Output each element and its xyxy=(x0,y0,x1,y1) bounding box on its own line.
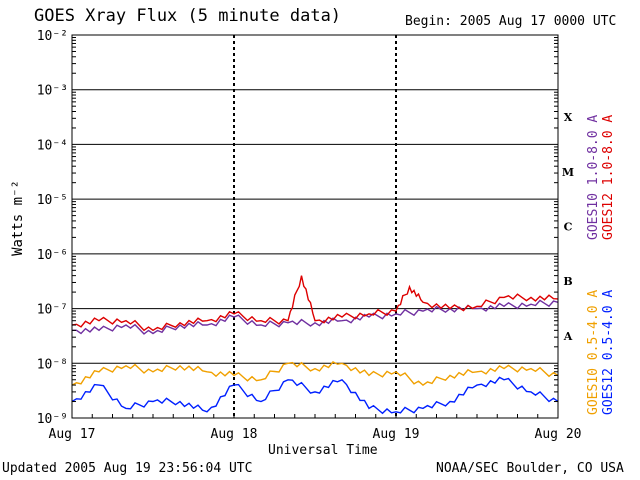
series-line-goes12-0-5-4-0-a xyxy=(71,376,559,415)
x-tick-label: Aug 20 xyxy=(535,427,582,442)
legend-entry: GOES12 1.0-8.0 A xyxy=(601,115,616,240)
y-tick-label: 10⁻² xyxy=(37,29,68,44)
begin-time: Begin: 2005 Aug 17 0000 UTC xyxy=(405,14,617,29)
flare-class-label: M xyxy=(562,166,574,179)
y-tick-label: 10⁻⁷ xyxy=(37,303,68,318)
y-tick-label: 10⁻³ xyxy=(37,84,68,99)
x-axis-label: Universal Time xyxy=(268,443,378,458)
y-tick-label: 10⁻⁴ xyxy=(37,138,68,153)
y-tick-label: 10⁻⁶ xyxy=(37,248,68,263)
y-tick-label: 10⁻⁵ xyxy=(37,193,68,208)
series-line-goes12-1-0-8-0-a xyxy=(71,275,559,332)
legend-entry: GOES10 1.0-8.0 A xyxy=(586,115,601,240)
x-tick-label: Aug 18 xyxy=(211,427,258,442)
x-tick-label: Aug 19 xyxy=(373,427,420,442)
y-axis-label: Watts m⁻² xyxy=(10,180,26,256)
series-line-goes10-0-5-4-0-a xyxy=(71,361,559,386)
series-line-goes10-1-0-8-0-a xyxy=(72,299,559,335)
y-tick-label: 10⁻⁹ xyxy=(37,412,68,427)
source-credit: NOAA/SEC Boulder, CO USA xyxy=(436,461,624,476)
flare-class-label: X xyxy=(564,111,573,124)
updated-timestamp: Updated 2005 Aug 19 23:56:04 UTC xyxy=(2,461,253,476)
y-tick-label: 10⁻⁸ xyxy=(37,357,68,372)
chart-title: GOES Xray Flux (5 minute data) xyxy=(34,6,342,26)
flare-class-label: B xyxy=(563,275,572,288)
flare-class-label: C xyxy=(564,221,573,234)
legend-entry: GOES12 0.5-4.0 A xyxy=(601,290,616,415)
plot-frame xyxy=(71,34,559,419)
flare-class-label: A xyxy=(563,330,573,343)
legend-entry: GOES10 0.5-4.0 A xyxy=(586,290,601,415)
x-tick-label: Aug 17 xyxy=(49,427,96,442)
